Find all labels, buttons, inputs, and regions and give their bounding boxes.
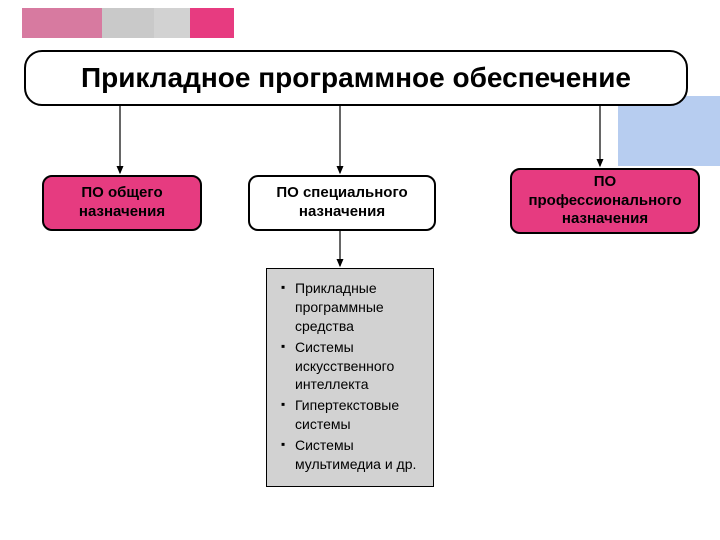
decor-blue-block [618, 96, 720, 166]
detail-list: Прикладные программные средстваСистемы и… [281, 279, 423, 474]
decor-segment [22, 8, 102, 38]
node-special: ПО специальногоназначения [248, 175, 436, 231]
detail-item: Прикладные программные средства [281, 279, 423, 336]
detail-item: Гипертекстовые системы [281, 396, 423, 434]
decor-segment [190, 8, 234, 38]
node-professional: ПОпрофессиональногоназначения [510, 168, 700, 234]
diagram-title: Прикладное программное обеспечение [24, 50, 688, 106]
detail-item: Системы искусственного интеллекта [281, 338, 423, 395]
node-general: ПО общегоназначения [42, 175, 202, 231]
diagram-title-text: Прикладное программное обеспечение [81, 62, 631, 94]
detail-item: Системы мультимедиа и др. [281, 436, 423, 474]
decor-segment [154, 8, 190, 38]
detail-box: Прикладные программные средстваСистемы и… [266, 268, 434, 487]
decor-segment [102, 8, 154, 38]
decor-bar [22, 8, 234, 38]
